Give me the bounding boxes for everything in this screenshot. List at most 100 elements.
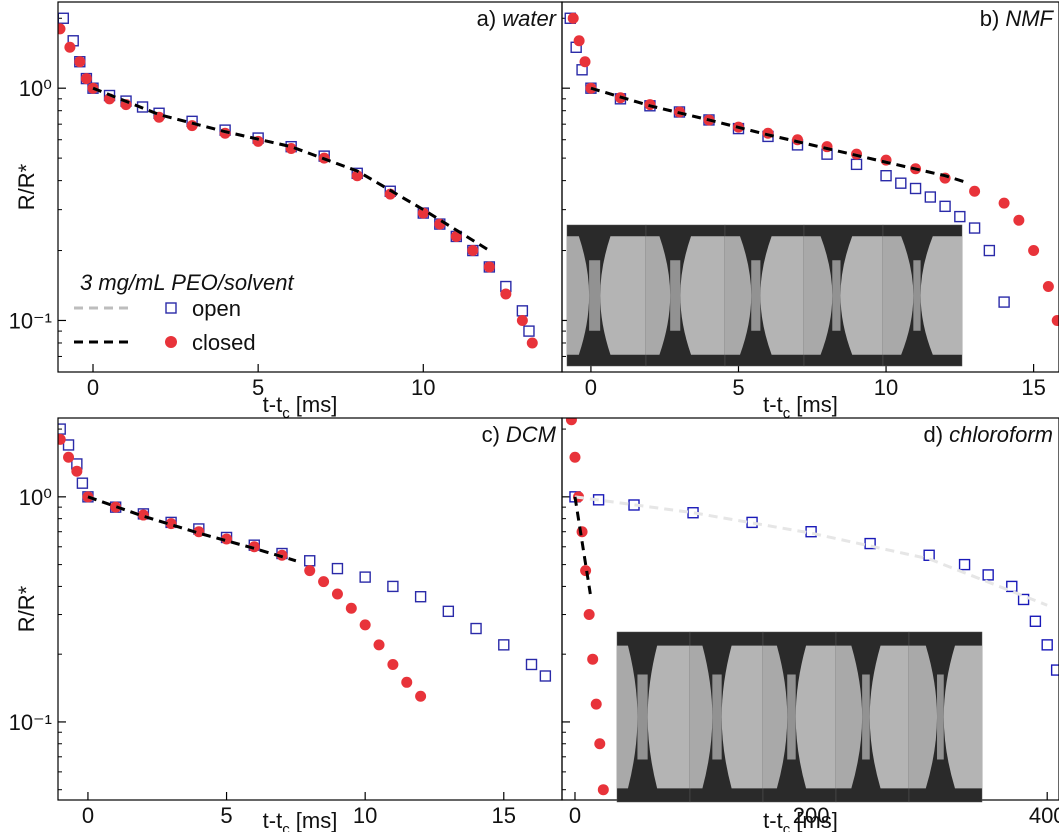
closed-marker: [345, 602, 357, 614]
inset-drop: [567, 236, 590, 355]
x-tick-label: 5: [732, 375, 744, 400]
open-marker: [539, 670, 552, 682]
x-tick-label: 5: [252, 375, 264, 400]
closed-marker: [193, 526, 205, 538]
y-label: R/R*: [14, 163, 39, 210]
plot-area: [58, 12, 538, 349]
inset-image: [566, 224, 963, 367]
inset-thread: [670, 260, 681, 331]
inset-drop: [725, 236, 752, 355]
x-label-main: t-t: [263, 392, 283, 417]
closed-marker: [579, 56, 591, 68]
x-label: t-tc [ms]: [263, 392, 338, 422]
open-marker: [1006, 580, 1018, 593]
panel-name: chloroform: [949, 422, 1053, 447]
inset-drop: [836, 645, 863, 789]
inset-drop: [869, 645, 909, 789]
closed-marker: [417, 207, 429, 219]
x-tick-label: 0: [82, 803, 94, 828]
legend-marker: [165, 336, 177, 348]
closed-marker: [483, 261, 495, 273]
y-tick-label: 10⁻¹: [9, 710, 52, 735]
closed-marker: [434, 218, 446, 230]
closed-marker: [567, 12, 579, 24]
open-marker: [1029, 615, 1042, 627]
inset-drop: [680, 236, 725, 355]
closed-marker: [58, 433, 66, 445]
open-marker: [983, 244, 996, 257]
plot-area: [58, 423, 552, 702]
closed-marker: [500, 288, 512, 300]
inset-thread: [712, 674, 722, 760]
inset-thread: [751, 260, 761, 331]
panel: 0 5 10 15 b) NMF t-tc [ms]: [561, 1, 1059, 422]
inset-drop: [920, 236, 962, 355]
open-marker: [982, 569, 994, 581]
inset-drop: [804, 236, 833, 355]
inset-drop: [909, 645, 938, 789]
closed-marker: [1028, 245, 1040, 257]
fit-line: [87, 495, 297, 563]
inset-drop: [795, 645, 836, 789]
fit-line: [574, 495, 1048, 607]
plot-area: [564, 12, 1059, 326]
legend-label: open: [192, 296, 241, 321]
x-tick-label: 15: [1021, 375, 1045, 400]
x-tick-label: 15: [492, 803, 516, 828]
closed-marker: [74, 56, 86, 68]
x-label-sub: c: [282, 821, 290, 832]
x-tick-label: 400: [1029, 803, 1059, 828]
x-tick-label: 10: [411, 375, 435, 400]
open-marker: [958, 558, 971, 571]
x-label-sub: c: [783, 405, 791, 422]
y-tick-label: 10⁰: [19, 485, 52, 510]
legend-title: 3 mg/mL PEO/solvent: [80, 270, 294, 295]
x-label: t-tc [ms]: [763, 392, 838, 422]
closed-marker: [415, 690, 427, 702]
inset-drop: [840, 236, 883, 355]
open-marker: [954, 210, 966, 223]
inset-drop: [721, 645, 763, 789]
closed-marker: [583, 609, 595, 621]
inset-drop: [646, 236, 671, 355]
open-marker: [895, 177, 907, 189]
closed-marker: [373, 639, 385, 651]
closed-marker: [221, 533, 233, 545]
closed-marker: [80, 73, 92, 85]
x-tick-label: 5: [220, 803, 232, 828]
x-tick-label: 0: [585, 375, 597, 400]
legend-label: closed: [192, 330, 256, 355]
closed-marker: [569, 451, 581, 463]
closed-marker: [576, 526, 588, 538]
plot-frame: [561, 1, 1059, 373]
inset-thread: [937, 674, 944, 760]
open-marker: [304, 555, 316, 567]
inset-drop: [760, 236, 804, 355]
panel: 10⁰ 10⁻¹ 0 5 10 15 c) DCM t-tc [ms] R/R*: [9, 417, 563, 832]
closed-marker: [387, 658, 399, 670]
open-marker: [498, 639, 510, 651]
open-marker: [998, 296, 1010, 308]
panel-name: water: [502, 6, 557, 31]
inset-drop: [690, 645, 713, 789]
closed-marker: [573, 35, 585, 47]
inset-drop: [600, 236, 646, 355]
x-tick-label: 10: [353, 803, 377, 828]
closed-marker: [594, 738, 606, 750]
panel-label: b): [980, 6, 1000, 31]
open-marker: [414, 591, 427, 603]
open-marker: [62, 439, 75, 451]
closed-marker: [351, 170, 363, 182]
closed-marker: [590, 698, 602, 710]
x-tick-label: 0: [87, 375, 99, 400]
x-label: t-tc [ms]: [263, 808, 338, 832]
x-tick-label: 0: [569, 803, 581, 828]
open-marker: [939, 200, 951, 213]
panel-title: c) DCM: [482, 422, 557, 447]
open-marker: [968, 222, 981, 234]
open-marker: [850, 158, 863, 171]
inset-drop: [763, 645, 788, 789]
open-marker: [331, 562, 344, 575]
closed-marker: [1013, 214, 1025, 226]
closed-marker: [359, 619, 371, 631]
